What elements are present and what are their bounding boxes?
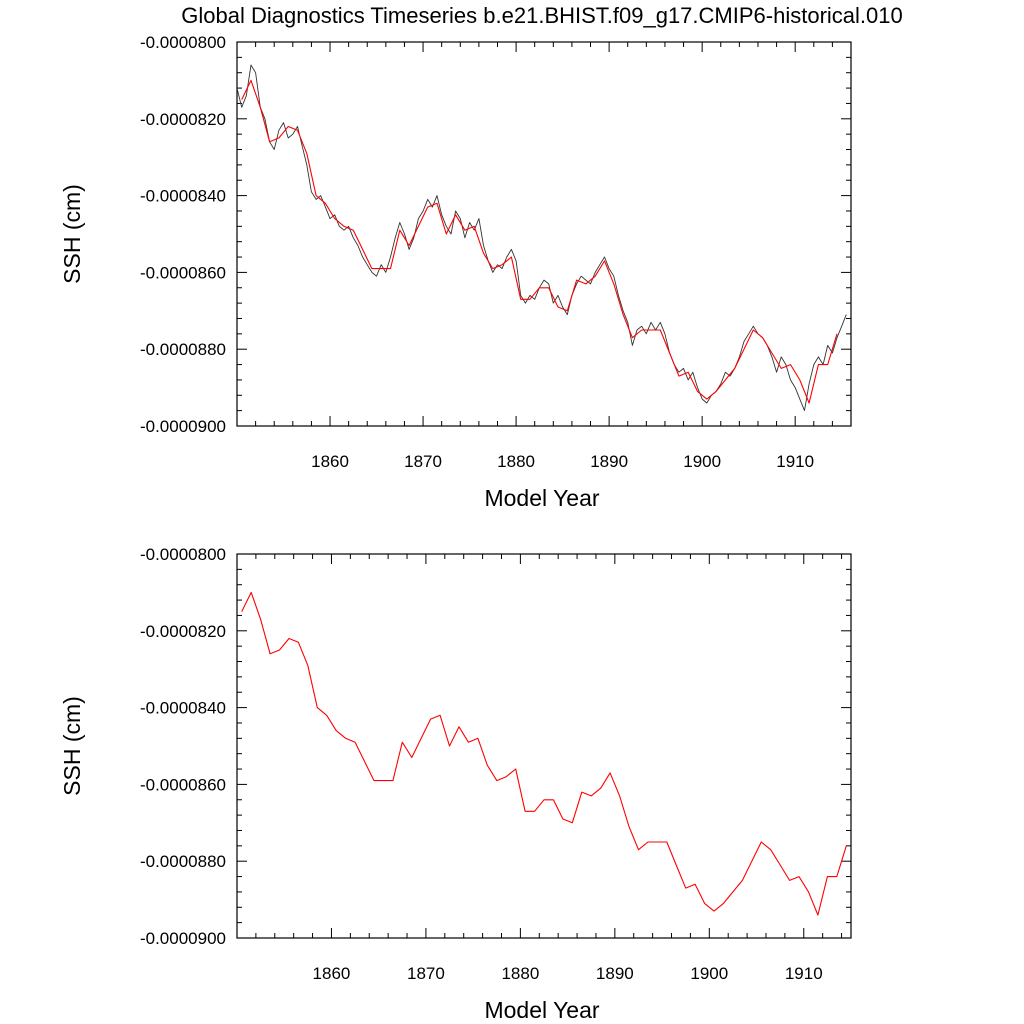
y-tick-label: -0.0000840	[140, 699, 226, 718]
y-tick-label: -0.0000900	[140, 929, 226, 948]
tick-marks	[237, 553, 851, 939]
bottom-panel: 1860 1870 1880 1890 1900 1910 -0.0000800 -0.000…	[59, 545, 852, 1023]
figure-title: Global Diagnostics Timeseries b.e21.BHIS…	[181, 3, 902, 28]
y-tick-label: -0.0000900	[140, 417, 226, 436]
x-tick-label: 1880	[497, 452, 535, 471]
x-tick-label: 1900	[683, 452, 721, 471]
x-tick-label: 1890	[596, 964, 634, 983]
y-tick-label: -0.0000860	[140, 775, 226, 794]
x-axis-label: Model Year	[484, 997, 599, 1023]
x-tick-label: 1910	[785, 964, 823, 983]
x-tick-label: 1870	[404, 452, 442, 471]
y-tick-label: -0.0000800	[140, 33, 226, 52]
series-group	[237, 64, 847, 412]
x-tick-label: 1890	[590, 452, 628, 471]
plot-frame	[236, 41, 852, 427]
y-tick-label: -0.0000880	[140, 340, 226, 359]
x-tick-label: 1870	[407, 964, 445, 983]
top-panel: 1860 1870 1880 1890 1900 1910 -0.0000800 -0.000…	[59, 33, 852, 511]
x-tick-label: 1900	[690, 964, 728, 983]
y-tick-label: -0.0000820	[140, 110, 226, 129]
y-axis-label: SSH (cm)	[59, 184, 85, 284]
x-tick-label: 1910	[776, 452, 814, 471]
plot-frame	[236, 553, 852, 939]
series-group	[241, 591, 847, 916]
x-tick-label: 1860	[313, 964, 351, 983]
monthly-series-line	[237, 64, 847, 412]
y-tick-label: -0.0000800	[140, 545, 226, 564]
x-tick-label: 1860	[311, 452, 349, 471]
y-tick-label: -0.0000840	[140, 187, 226, 206]
x-tick-label: 1880	[501, 964, 539, 983]
y-tick-label: -0.0000820	[140, 622, 226, 641]
annual-series-line	[241, 79, 838, 404]
y-tick-label: -0.0000880	[140, 852, 226, 871]
y-axis-label: SSH (cm)	[59, 696, 85, 796]
x-axis-label: Model Year	[484, 485, 599, 511]
tick-marks	[237, 41, 852, 427]
y-tick-label: -0.0000860	[140, 263, 226, 282]
annual-series-line	[241, 591, 847, 916]
